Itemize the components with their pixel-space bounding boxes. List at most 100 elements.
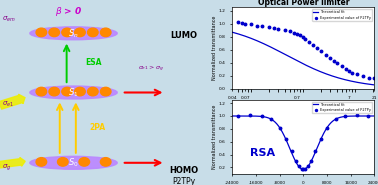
Circle shape	[79, 158, 90, 166]
Experimental value of P2TPy	[300, 168, 304, 170]
Experimental value of P2TPy	[266, 26, 271, 28]
Experimental value of P2TPy	[239, 22, 244, 24]
Experimental value of P2TPy	[260, 115, 264, 117]
Theoretical fit	[231, 31, 235, 33]
Text: ESA: ESA	[85, 58, 102, 67]
Experimental value of P2TPy	[367, 77, 372, 79]
Y-axis label: Normalized transmittance: Normalized transmittance	[212, 105, 217, 169]
Theoretical fit	[372, 84, 376, 86]
Circle shape	[62, 87, 72, 96]
Circle shape	[57, 158, 68, 166]
Circle shape	[101, 28, 111, 37]
Experimental value of P2TPy	[272, 27, 276, 29]
Experimental value of P2TPy	[249, 23, 253, 26]
Theoretical fit	[276, 125, 281, 127]
Legend: Theoretical fit, Experimental value of P2TPy: Theoretical fit, Experimental value of P…	[313, 102, 372, 113]
Experimental value of P2TPy	[319, 137, 323, 140]
Experimental value of P2TPy	[298, 34, 302, 36]
Circle shape	[88, 28, 98, 37]
Experimental value of P2TPy	[236, 115, 241, 117]
Theoretical fit	[320, 136, 324, 138]
Experimental value of P2TPy	[335, 62, 339, 64]
Theoretical fit	[247, 115, 252, 117]
Experimental value of P2TPy	[342, 115, 347, 117]
Text: LUMO: LUMO	[170, 31, 197, 40]
Title: Optical Power limiter: Optical Power limiter	[257, 0, 349, 7]
Circle shape	[49, 28, 59, 37]
Experimental value of P2TPy	[372, 77, 376, 80]
Line: Theoretical fit: Theoretical fit	[232, 32, 374, 85]
Experimental value of P2TPy	[305, 165, 310, 167]
Experimental value of P2TPy	[260, 25, 265, 27]
Y-axis label: Normalized transmittance: Normalized transmittance	[212, 16, 217, 80]
Circle shape	[88, 87, 98, 96]
Text: $\beta$ > 0: $\beta$ > 0	[55, 5, 83, 18]
Text: P2TPy: P2TPy	[172, 177, 195, 185]
Experimental value of P2TPy	[301, 168, 305, 171]
Theoretical fit	[314, 69, 319, 71]
Experimental value of P2TPy	[301, 36, 305, 38]
Circle shape	[49, 87, 59, 96]
FancyArrow shape	[0, 94, 25, 109]
Theoretical fit	[314, 69, 319, 71]
Experimental value of P2TPy	[308, 160, 313, 162]
Experimental value of P2TPy	[255, 25, 260, 27]
Experimental value of P2TPy	[344, 68, 348, 70]
Text: $S_n$: $S_n$	[68, 27, 79, 40]
Experimental value of P2TPy	[350, 72, 355, 74]
Circle shape	[36, 158, 46, 166]
FancyArrow shape	[0, 157, 25, 168]
Text: $\sigma_{e1} > \sigma_g$: $\sigma_{e1} > \sigma_g$	[138, 63, 164, 74]
Text: RSA: RSA	[250, 148, 275, 158]
Experimental value of P2TPy	[355, 73, 360, 76]
Theoretical fit	[301, 168, 305, 171]
Experimental value of P2TPy	[282, 29, 287, 31]
Theoretical fit	[317, 70, 322, 72]
Circle shape	[36, 87, 46, 96]
Experimental value of P2TPy	[325, 127, 329, 129]
Line: Theoretical fit: Theoretical fit	[232, 116, 374, 169]
Experimental value of P2TPy	[328, 57, 332, 59]
Experimental value of P2TPy	[315, 47, 319, 49]
Experimental value of P2TPy	[332, 60, 336, 62]
Ellipse shape	[30, 156, 117, 169]
Circle shape	[75, 28, 85, 37]
Theoretical fit	[333, 118, 338, 121]
Experimental value of P2TPy	[284, 137, 288, 140]
Experimental value of P2TPy	[248, 114, 253, 116]
Text: $\sigma_{em}$: $\sigma_{em}$	[2, 15, 16, 24]
Experimental value of P2TPy	[361, 75, 366, 78]
Experimental value of P2TPy	[277, 127, 282, 129]
Text: 2PA: 2PA	[90, 123, 106, 132]
Experimental value of P2TPy	[366, 115, 370, 117]
Text: $S_1$: $S_1$	[68, 86, 79, 99]
Circle shape	[62, 28, 72, 37]
Experimental value of P2TPy	[295, 33, 299, 35]
Line: Experimental value of P2TPy: Experimental value of P2TPy	[237, 113, 370, 171]
Ellipse shape	[30, 86, 117, 99]
Theoretical fit	[359, 82, 363, 84]
X-axis label: Input intensity (J/cm²): Input intensity (J/cm²)	[274, 101, 332, 106]
Theoretical fit	[333, 118, 338, 120]
Experimental value of P2TPy	[339, 65, 344, 67]
Circle shape	[75, 87, 85, 96]
Experimental value of P2TPy	[243, 23, 248, 25]
Legend: Theoretical fit, Experimental value of P2TPy: Theoretical fit, Experimental value of P…	[313, 9, 372, 21]
Experimental value of P2TPy	[319, 50, 323, 52]
Experimental value of P2TPy	[303, 38, 308, 40]
Theoretical fit	[350, 80, 354, 82]
Theoretical fit	[372, 115, 376, 117]
Experimental value of P2TPy	[311, 43, 315, 46]
Experimental value of P2TPy	[289, 150, 294, 152]
Experimental value of P2TPy	[302, 168, 307, 170]
Theoretical fit	[286, 144, 291, 147]
Experimental value of P2TPy	[291, 32, 296, 34]
Circle shape	[101, 87, 111, 96]
Experimental value of P2TPy	[333, 118, 338, 120]
Experimental value of P2TPy	[235, 21, 240, 23]
Text: HOMO: HOMO	[169, 166, 198, 175]
Line: Experimental value of P2TPy: Experimental value of P2TPy	[236, 21, 375, 80]
Experimental value of P2TPy	[347, 70, 352, 72]
Experimental value of P2TPy	[354, 114, 359, 116]
Circle shape	[101, 158, 111, 166]
